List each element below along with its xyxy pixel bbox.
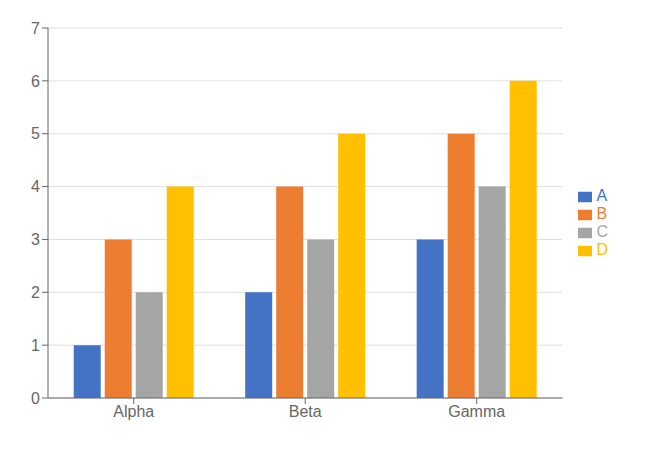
svg-text:Gamma: Gamma bbox=[448, 403, 505, 420]
svg-text:4: 4 bbox=[31, 178, 40, 195]
html-text:B: B bbox=[596, 205, 608, 222]
html-text:A: A bbox=[596, 187, 608, 204]
svg-text:6: 6 bbox=[31, 73, 40, 90]
svg-text:0: 0 bbox=[31, 390, 40, 407]
svg-text:1: 1 bbox=[31, 337, 40, 354]
html-text:D: D bbox=[596, 241, 608, 258]
svg-text:3: 3 bbox=[31, 231, 40, 248]
svg-text:5: 5 bbox=[31, 125, 40, 142]
svg-text:2: 2 bbox=[31, 284, 40, 301]
svg-text:7: 7 bbox=[31, 20, 40, 37]
svg-text:Beta: Beta bbox=[289, 403, 322, 420]
html-text:C: C bbox=[596, 223, 608, 240]
svg-text:Alpha: Alpha bbox=[113, 403, 154, 420]
